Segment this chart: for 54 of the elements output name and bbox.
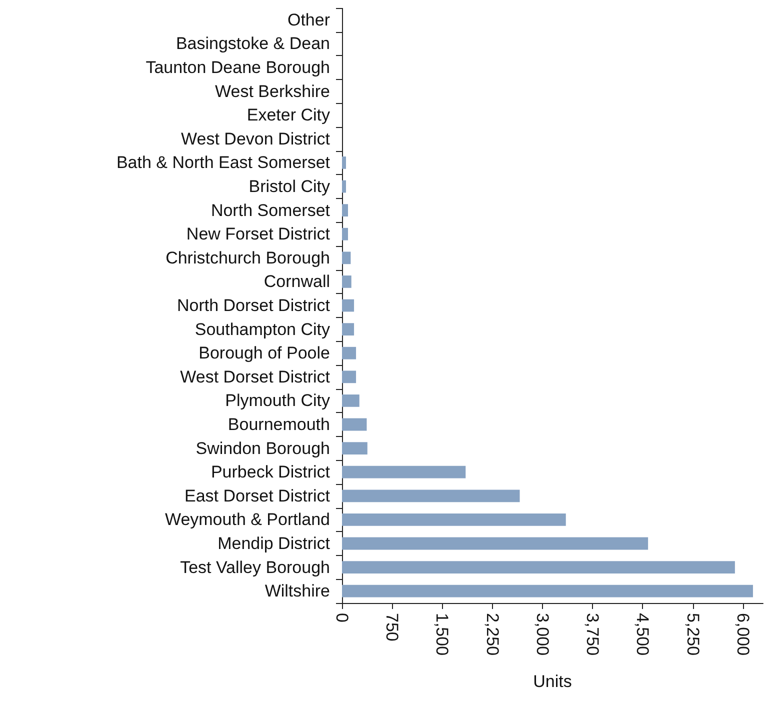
bar [342, 514, 566, 526]
bar [342, 561, 735, 574]
bar [342, 466, 466, 478]
bar [342, 346, 356, 360]
bar [342, 204, 348, 216]
y-tick-label: Christchurch Borough [166, 248, 330, 268]
y-tick-label: Bournemouth [228, 415, 330, 434]
bar [342, 418, 367, 431]
y-tick-label: Purbeck District [210, 462, 330, 482]
bar [342, 228, 348, 240]
x-tick-label: 6,000 [733, 613, 752, 656]
y-tick-label: East Dorset District [184, 486, 330, 506]
y-tick-label: Bath & North East Somerset [116, 153, 330, 172]
y-tick-label: New Forset District [186, 224, 330, 244]
y-tick-label: West Devon District [181, 129, 330, 148]
bar [342, 156, 346, 169]
y-tick-label: North Somerset [210, 200, 330, 220]
bar [342, 180, 346, 193]
x-tick-label: 5,250 [683, 613, 702, 656]
y-tick-label: Wiltshire [264, 582, 330, 601]
y-tick-label: Plymouth City [225, 391, 330, 410]
y-tick-label: Weymouth & Portland [164, 510, 330, 530]
bar [342, 584, 753, 598]
y-tick-label: North Dorset District [176, 296, 330, 315]
x-axis-title: Units [533, 672, 572, 691]
bar [342, 394, 360, 407]
x-tick-label: 750 [382, 613, 402, 642]
x-tick-label: 3,000 [532, 613, 552, 656]
y-tick-label: West Dorset District [180, 367, 330, 386]
bar [342, 370, 356, 384]
bar [342, 490, 520, 502]
y-tick-label: Bristol City [248, 177, 330, 196]
y-tick-label: Borough of Poole [198, 344, 330, 363]
y-tick-label: Basingstoke & Dean [176, 34, 330, 54]
bar [342, 323, 354, 336]
y-tick-label: Mendip District [218, 534, 330, 553]
x-tick-label: 1,500 [432, 613, 452, 656]
y-tick-label: Swindon Borough [196, 438, 330, 458]
x-tick-label: 4,500 [633, 613, 652, 656]
x-tick-label: 2,250 [482, 613, 502, 656]
bar [342, 299, 354, 312]
y-tick-label: Cornwall [264, 272, 330, 292]
y-tick-label: West Berkshire [215, 82, 330, 101]
y-tick-label: Southampton City [194, 320, 330, 339]
y-tick-label: Exeter City [246, 106, 330, 125]
bar [342, 276, 352, 288]
y-tick-label: Other [287, 10, 330, 30]
bar [342, 537, 648, 550]
bar [342, 252, 351, 264]
y-tick-label: Test Valley Borough [180, 558, 330, 577]
x-tick-label: 3,750 [583, 613, 602, 656]
y-tick-label: Taunton Deane Borough [146, 58, 330, 77]
bar [342, 442, 368, 454]
x-tick-label: 0 [332, 613, 352, 622]
